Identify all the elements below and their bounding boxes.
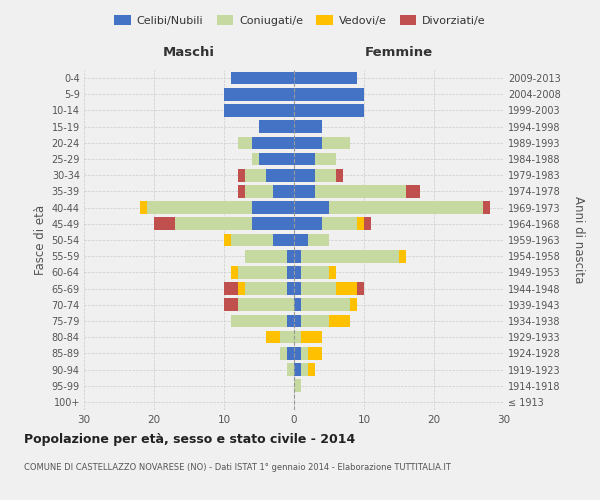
Bar — [287, 266, 294, 278]
Bar — [294, 72, 357, 85]
Bar — [301, 331, 322, 344]
Bar — [329, 314, 350, 328]
Bar — [294, 185, 315, 198]
Bar — [322, 218, 357, 230]
Bar — [252, 218, 294, 230]
Bar — [308, 234, 329, 246]
Bar — [245, 169, 266, 181]
Bar — [294, 152, 315, 166]
Bar — [399, 250, 406, 262]
Bar — [294, 136, 322, 149]
Bar — [301, 266, 329, 278]
Bar — [315, 152, 336, 166]
Bar — [294, 380, 301, 392]
Bar — [252, 202, 294, 214]
Bar — [336, 282, 357, 295]
Bar — [245, 250, 287, 262]
Bar — [336, 169, 343, 181]
Text: Maschi: Maschi — [163, 46, 215, 59]
Bar — [147, 202, 252, 214]
Bar — [238, 185, 245, 198]
Bar — [294, 169, 315, 181]
Bar — [294, 298, 301, 311]
Bar — [294, 202, 329, 214]
Text: Femmine: Femmine — [365, 46, 433, 59]
Bar — [287, 314, 294, 328]
Bar — [231, 72, 294, 85]
Bar — [329, 202, 483, 214]
Bar — [224, 234, 231, 246]
Bar — [315, 185, 406, 198]
Bar — [238, 266, 287, 278]
Bar — [322, 136, 350, 149]
Bar — [294, 88, 364, 101]
Bar — [287, 282, 294, 295]
Bar — [287, 363, 294, 376]
Bar — [294, 266, 301, 278]
Bar — [154, 218, 175, 230]
Bar — [301, 282, 336, 295]
Bar — [294, 363, 301, 376]
Bar — [294, 234, 308, 246]
Bar — [301, 298, 350, 311]
Y-axis label: Anni di nascita: Anni di nascita — [572, 196, 585, 284]
Bar — [280, 331, 294, 344]
Bar — [231, 266, 238, 278]
Bar — [287, 250, 294, 262]
Bar — [266, 169, 294, 181]
Bar — [245, 185, 273, 198]
Bar — [245, 282, 287, 295]
Bar — [280, 347, 287, 360]
Bar — [294, 104, 364, 117]
Legend: Celibi/Nubili, Coniugati/e, Vedovi/e, Divorziati/e: Celibi/Nubili, Coniugati/e, Vedovi/e, Di… — [110, 10, 490, 30]
Bar — [308, 347, 322, 360]
Bar — [273, 234, 294, 246]
Bar — [294, 331, 301, 344]
Bar — [308, 363, 315, 376]
Bar — [301, 347, 308, 360]
Bar — [224, 282, 238, 295]
Bar — [238, 169, 245, 181]
Y-axis label: Fasce di età: Fasce di età — [34, 205, 47, 275]
Bar — [294, 282, 301, 295]
Bar — [287, 347, 294, 360]
Bar — [301, 250, 399, 262]
Bar — [175, 218, 252, 230]
Bar — [140, 202, 147, 214]
Bar — [259, 152, 294, 166]
Bar — [224, 88, 294, 101]
Bar — [252, 152, 259, 166]
Text: COMUNE DI CASTELLAZZO NOVARESE (NO) - Dati ISTAT 1° gennaio 2014 - Elaborazione : COMUNE DI CASTELLAZZO NOVARESE (NO) - Da… — [24, 462, 451, 471]
Bar — [329, 266, 336, 278]
Text: Popolazione per età, sesso e stato civile - 2014: Popolazione per età, sesso e stato civil… — [24, 432, 355, 446]
Bar — [238, 136, 252, 149]
Bar — [294, 314, 301, 328]
Bar — [483, 202, 490, 214]
Bar — [301, 314, 329, 328]
Bar — [273, 185, 294, 198]
Bar — [252, 136, 294, 149]
Bar — [259, 120, 294, 133]
Bar — [350, 298, 357, 311]
Bar — [364, 218, 371, 230]
Bar — [357, 282, 364, 295]
Bar — [231, 234, 273, 246]
Bar — [357, 218, 364, 230]
Bar — [224, 104, 294, 117]
Bar — [238, 298, 294, 311]
Bar — [406, 185, 420, 198]
Bar — [231, 314, 287, 328]
Bar — [301, 363, 308, 376]
Bar — [294, 347, 301, 360]
Bar — [294, 250, 301, 262]
Bar — [294, 218, 322, 230]
Bar — [224, 298, 238, 311]
Bar — [238, 282, 245, 295]
Bar — [266, 331, 280, 344]
Bar — [294, 120, 322, 133]
Bar — [315, 169, 336, 181]
